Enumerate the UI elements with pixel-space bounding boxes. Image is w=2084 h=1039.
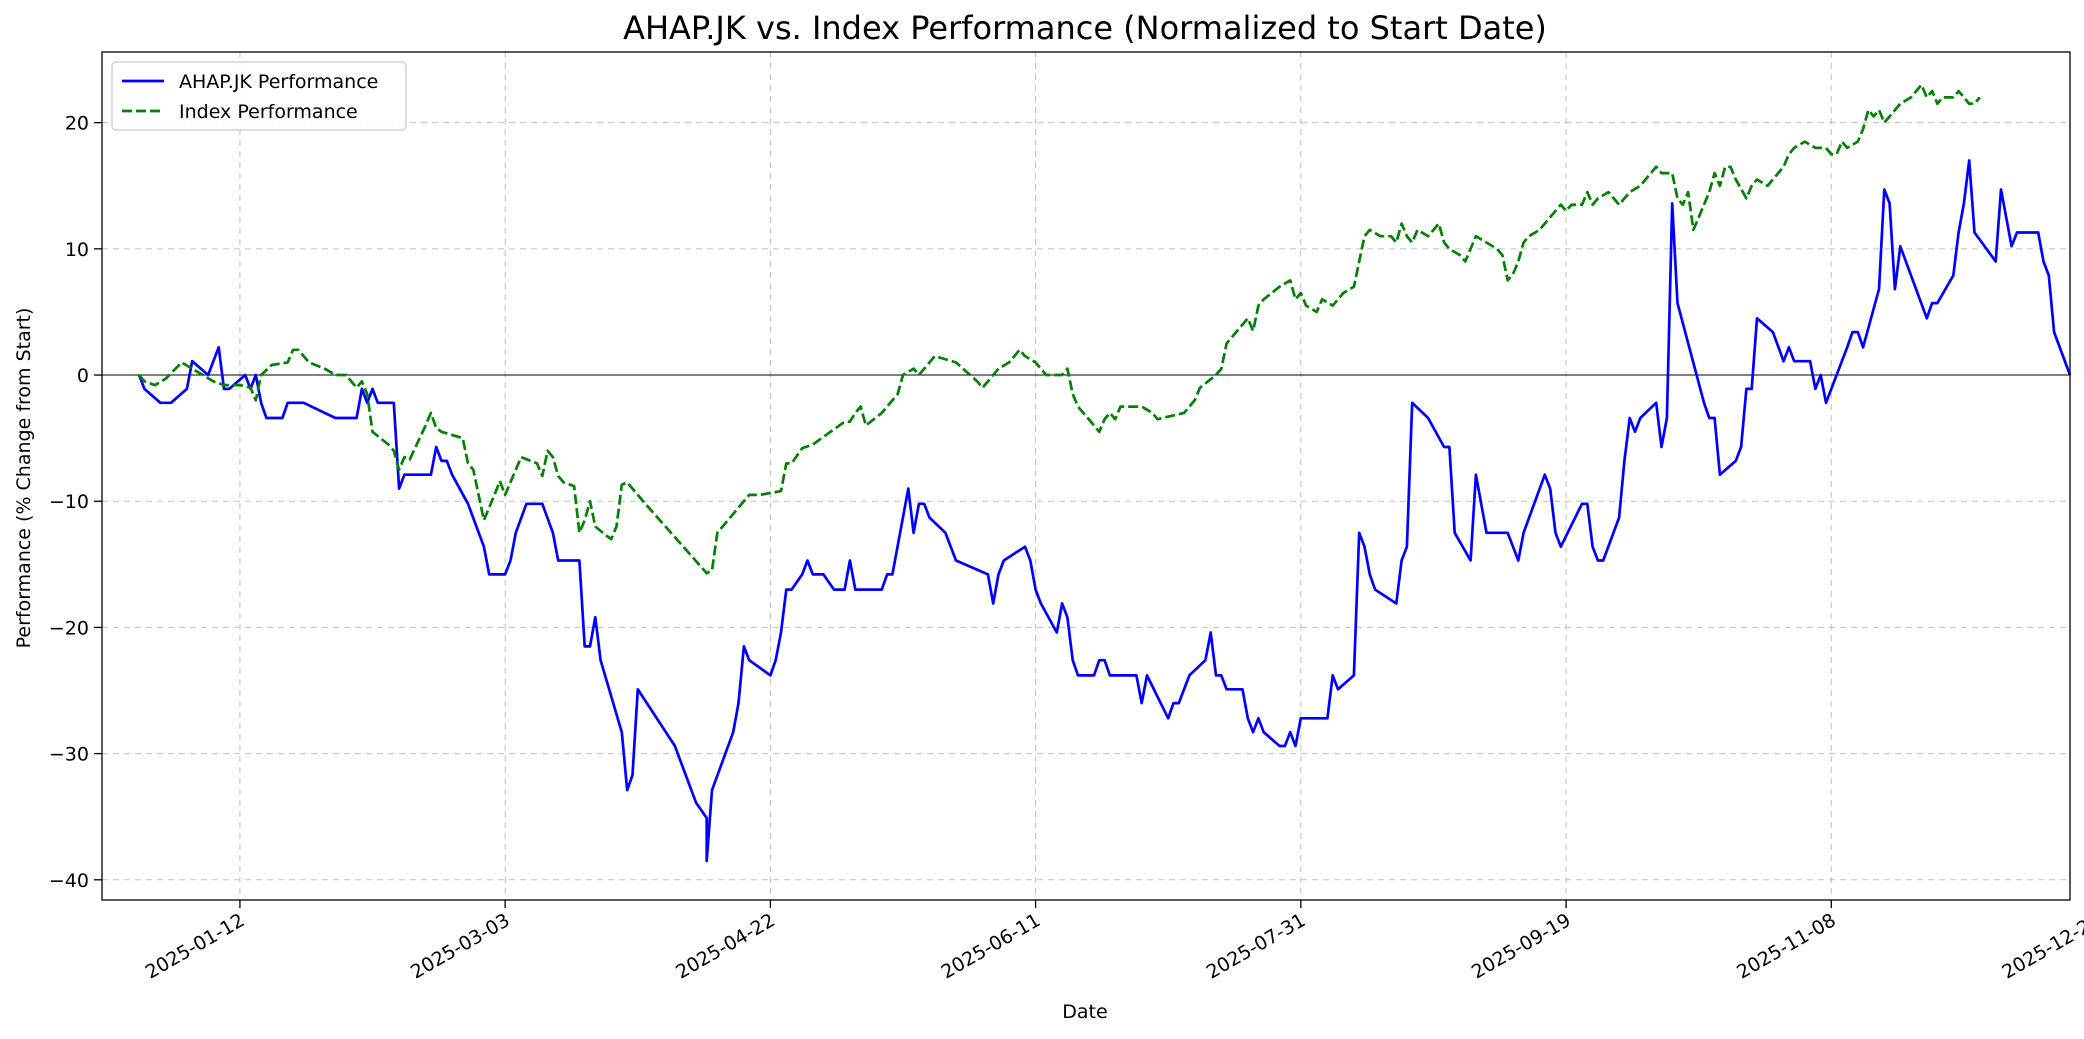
x-axis-label: Date xyxy=(1062,1001,1107,1023)
y-tick-label: −30 xyxy=(49,744,89,766)
grid-lines xyxy=(102,52,2070,900)
legend: AHAP.JK Performance Index Performance xyxy=(111,61,407,131)
series-line-ahap xyxy=(137,159,2072,863)
chart-title: AHAP.JK vs. Index Performance (Normalize… xyxy=(623,9,1547,47)
axes-frame xyxy=(101,51,2071,901)
y-tick-label: −20 xyxy=(49,617,89,639)
y-tick-label: −10 xyxy=(49,491,89,513)
series-group xyxy=(137,83,2072,863)
legend-box xyxy=(111,61,407,131)
legend-label-index: Index Performance xyxy=(179,101,358,123)
series-line-index xyxy=(138,83,1981,575)
y-tick-label: 10 xyxy=(65,239,89,261)
legend-label-ahap: AHAP.JK Performance xyxy=(179,71,378,93)
y-tick-label: −40 xyxy=(49,870,89,892)
y-tick-label: 0 xyxy=(77,365,89,387)
y-axis-label: Performance (% Change from Start) xyxy=(13,308,35,649)
y-tick-label: 20 xyxy=(65,113,89,135)
